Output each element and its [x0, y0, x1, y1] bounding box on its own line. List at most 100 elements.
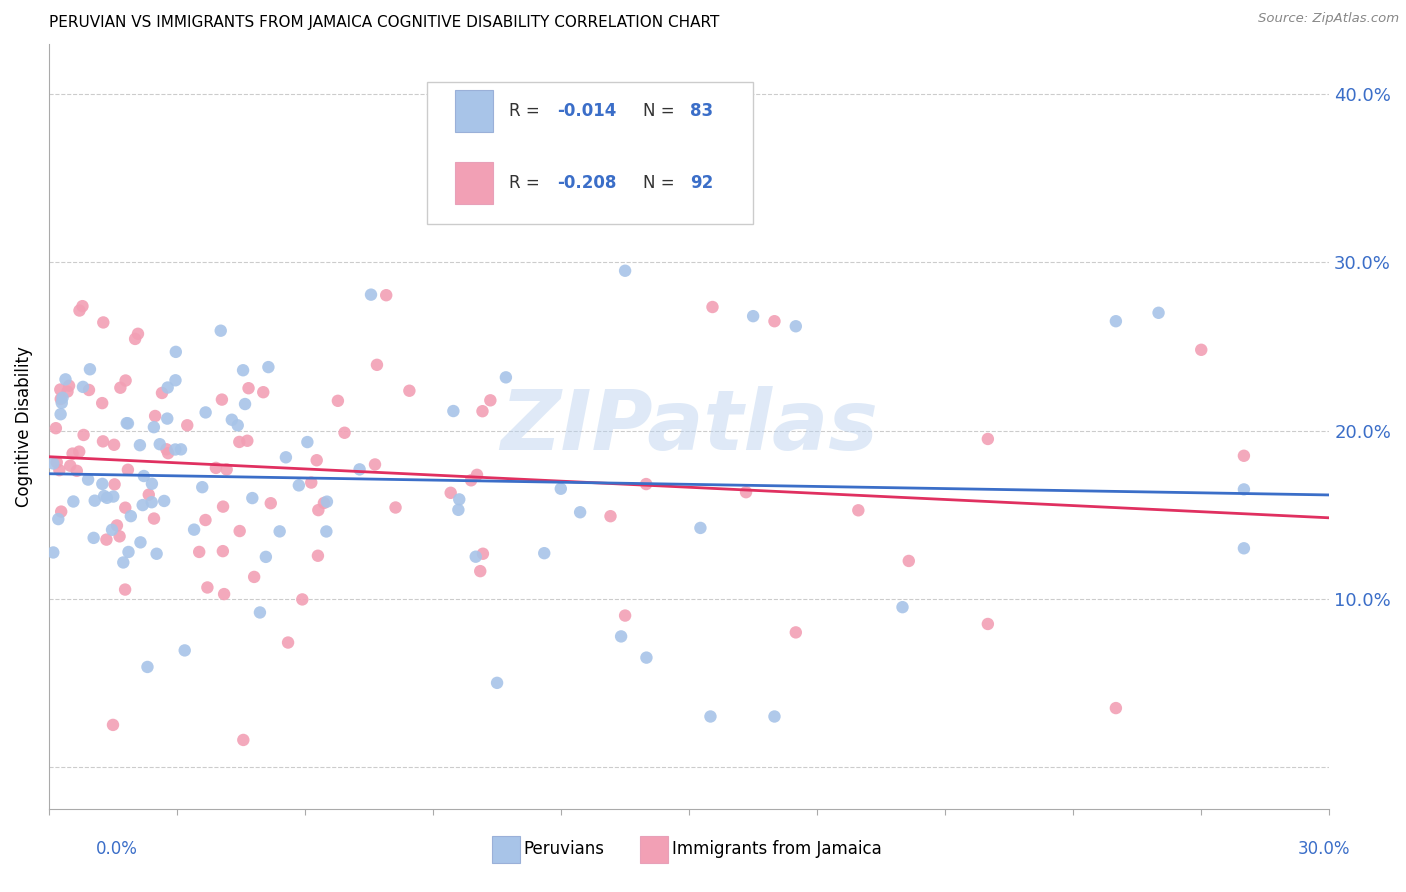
Point: [977, 432, 1000, 446]
Point: [103, 438, 125, 452]
Point: [366, 358, 388, 372]
Point: [785, 319, 807, 334]
Point: [124, 332, 146, 346]
Point: [316, 494, 339, 508]
Point: [114, 582, 136, 597]
Point: [1233, 483, 1256, 497]
Point: [449, 492, 471, 507]
Point: [79, 362, 101, 376]
Point: [191, 480, 214, 494]
Point: [103, 490, 125, 504]
Point: [307, 503, 329, 517]
Text: -0.014: -0.014: [557, 102, 617, 120]
Point: [194, 405, 217, 419]
Point: [614, 264, 637, 278]
Point: [120, 509, 142, 524]
Point: [112, 556, 135, 570]
Point: [194, 513, 217, 527]
Point: [550, 482, 572, 496]
Point: [155, 442, 177, 457]
Point: [165, 442, 187, 457]
Point: [91, 477, 114, 491]
Point: [197, 581, 219, 595]
Point: [165, 344, 187, 359]
Point: [529, 205, 551, 219]
Point: [93, 489, 115, 503]
Point: [42, 545, 65, 559]
Point: [117, 545, 139, 559]
Point: [569, 505, 592, 519]
FancyBboxPatch shape: [426, 82, 754, 224]
Point: [252, 385, 274, 400]
Point: [173, 643, 195, 657]
Point: [212, 500, 235, 514]
Point: [91, 434, 114, 449]
Point: [72, 299, 94, 313]
Point: [153, 494, 176, 508]
Point: [51, 396, 73, 410]
Point: [1233, 541, 1256, 556]
Point: [83, 493, 105, 508]
Y-axis label: Cognitive Disability: Cognitive Disability: [15, 346, 32, 507]
Point: [763, 709, 786, 723]
Text: Peruvians: Peruvians: [523, 840, 605, 858]
Point: [138, 488, 160, 502]
Point: [48, 463, 70, 477]
Point: [103, 477, 125, 491]
Text: 30.0%: 30.0%: [1298, 840, 1350, 858]
Point: [269, 524, 291, 539]
Point: [77, 473, 100, 487]
Point: [288, 478, 311, 492]
Point: [315, 524, 337, 539]
Point: [299, 475, 322, 490]
Point: [176, 418, 198, 433]
Point: [447, 503, 470, 517]
Point: [1189, 343, 1212, 357]
Point: [72, 380, 94, 394]
Text: N =: N =: [643, 102, 681, 120]
Point: [440, 485, 463, 500]
Point: [66, 464, 89, 478]
Point: [51, 391, 73, 405]
Point: [238, 381, 260, 395]
Point: [249, 606, 271, 620]
Point: [77, 383, 100, 397]
Point: [45, 421, 67, 435]
Point: [274, 450, 297, 465]
Bar: [454, 162, 494, 204]
Point: [460, 473, 482, 487]
Point: [132, 469, 155, 483]
Point: [441, 404, 464, 418]
Point: [101, 718, 124, 732]
Point: [599, 509, 621, 524]
Point: [188, 545, 211, 559]
Point: [1233, 449, 1256, 463]
Bar: [454, 89, 494, 132]
Point: [891, 600, 914, 615]
Point: [307, 549, 329, 563]
Point: [212, 587, 235, 601]
Point: [636, 477, 658, 491]
Point: [165, 373, 187, 387]
Point: [117, 463, 139, 477]
Point: [495, 370, 517, 384]
Point: [127, 326, 149, 341]
Point: [150, 386, 173, 401]
Point: [49, 392, 72, 406]
Point: [236, 434, 259, 448]
Point: [211, 544, 233, 558]
Point: [156, 411, 179, 425]
Point: [479, 393, 502, 408]
Point: [326, 393, 349, 408]
Point: [471, 404, 494, 418]
Point: [170, 442, 193, 457]
Point: [897, 554, 920, 568]
Text: R =: R =: [509, 174, 544, 193]
Point: [183, 523, 205, 537]
Point: [141, 476, 163, 491]
Point: [49, 383, 72, 397]
Point: [333, 425, 356, 440]
Point: [129, 438, 152, 452]
Point: [142, 420, 165, 434]
Point: [254, 549, 277, 564]
